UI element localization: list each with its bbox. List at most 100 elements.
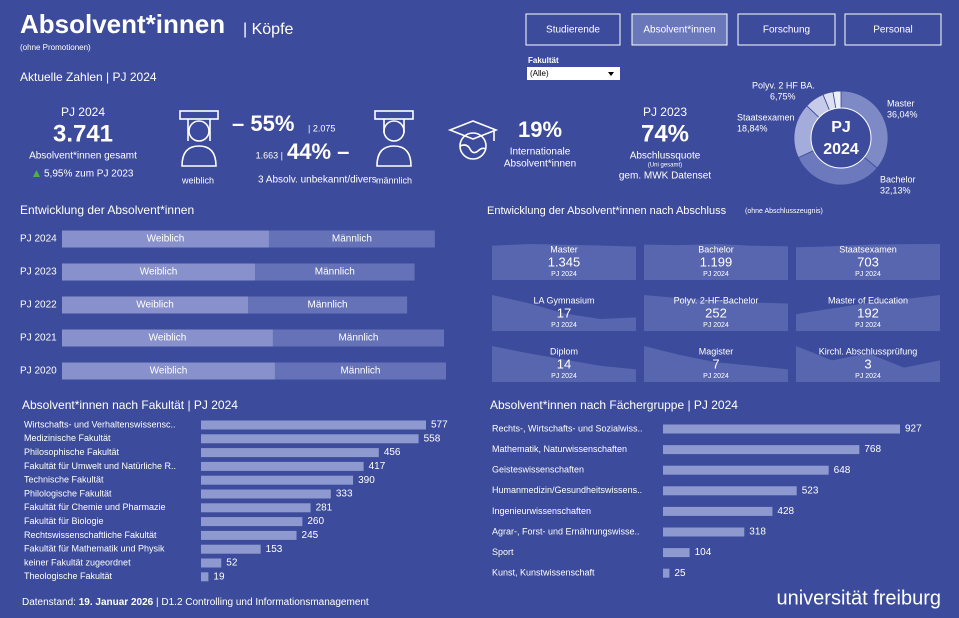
footer-source: | D1.2 Controlling und Informationsmanag… xyxy=(156,597,369,608)
value-label: 245 xyxy=(302,530,319,541)
nav-label[interactable]: Studierende xyxy=(546,25,600,36)
value-label: 104 xyxy=(695,547,712,558)
segment-label: Männlich xyxy=(338,333,378,344)
intl-label: Internationale xyxy=(510,147,571,158)
gender-share: 44% – xyxy=(287,139,349,164)
category-label: Rechtswissenschaftliche Fakultät xyxy=(24,530,157,540)
category-label: Agrar-, Forst- und Ernährungswisse.. xyxy=(492,526,640,536)
pie-center: 2024 xyxy=(823,141,859,158)
category-label: PJ 2021 xyxy=(20,333,57,344)
nav-label[interactable]: Forschung xyxy=(763,25,810,36)
panel-name: Master of Education xyxy=(828,295,908,305)
pie-value: 32,13% xyxy=(880,185,911,195)
nav-label[interactable]: Personal xyxy=(873,25,912,36)
panel-value: 1.345 xyxy=(548,254,581,269)
value-label: 768 xyxy=(864,444,881,455)
pie-label: Bachelor xyxy=(880,174,916,184)
title: Absolvent*innen xyxy=(20,9,225,39)
panel-period: PJ 2024 xyxy=(855,373,881,380)
bar-segment xyxy=(268,230,435,248)
bar xyxy=(663,486,797,496)
value-label: 456 xyxy=(384,447,401,458)
value-label: 428 xyxy=(777,506,794,517)
panel-value: 252 xyxy=(705,305,727,320)
quote-note: (Uni gesamt) xyxy=(648,163,682,169)
value-label: 318 xyxy=(749,527,766,538)
chart-title: Entwicklung der Absolvent*innen nach Abs… xyxy=(487,205,727,217)
value-label: 333 xyxy=(336,489,353,500)
panel-name: Diplom xyxy=(550,346,578,356)
nav-button[interactable] xyxy=(631,13,728,46)
intl-label: Absolvent*innen xyxy=(504,159,576,170)
bar xyxy=(663,445,860,455)
bar xyxy=(663,527,745,537)
bar xyxy=(201,517,303,527)
bar xyxy=(201,475,354,485)
value-label: 52 xyxy=(226,558,238,569)
bar-segment xyxy=(274,362,446,380)
category-label: Technische Fakultät xyxy=(24,475,104,485)
kpi-change: 5,95% zum PJ 2023 xyxy=(44,169,134,180)
panel-period: PJ 2024 xyxy=(551,373,577,380)
kpi-label: Absolvent*innen gesamt xyxy=(29,151,137,162)
footer-label: Datenstand: xyxy=(22,597,76,608)
value-label: 153 xyxy=(266,544,283,555)
panel-value: 703 xyxy=(857,254,879,269)
segment-label: Weiblich xyxy=(140,267,178,278)
trend-area xyxy=(644,295,788,331)
bar xyxy=(201,558,222,568)
nav-button[interactable] xyxy=(525,13,621,46)
pie-label: Master xyxy=(887,98,915,108)
panel-period: PJ 2024 xyxy=(703,373,729,380)
panel-value: 7 xyxy=(712,356,719,371)
chart-title: Absolvent*innen nach Fakultät | PJ 2024 xyxy=(22,398,238,412)
nav-button[interactable] xyxy=(737,13,836,46)
bar xyxy=(663,568,670,578)
trend-area xyxy=(796,346,940,382)
bar-segment xyxy=(254,263,415,281)
intl-value: 19% xyxy=(518,117,562,142)
bar xyxy=(201,544,261,554)
value-label: 281 xyxy=(316,502,333,513)
pie-value: 18,84% xyxy=(737,123,768,133)
category-label: PJ 2020 xyxy=(20,366,57,377)
panel-name: Kirchl. Abschlussprüfung xyxy=(819,346,918,356)
bar-segment xyxy=(62,362,275,380)
trend-area xyxy=(796,295,940,331)
pie-value: 6,75% xyxy=(770,91,796,101)
dropdown[interactable] xyxy=(527,67,620,80)
panel-value: 14 xyxy=(557,356,571,371)
international-icon xyxy=(447,120,499,160)
category-label: Medizinische Fakultät xyxy=(24,433,111,443)
panel-name: Master xyxy=(550,244,578,254)
panel-name: LA Gymnasium xyxy=(533,295,594,305)
category-label: PJ 2023 xyxy=(20,267,57,278)
nav-button[interactable] xyxy=(844,13,942,46)
category-label: Fakultät für Biologie xyxy=(24,516,104,526)
panel-name: Staatsexamen xyxy=(839,244,897,254)
segment-label: Weiblich xyxy=(147,234,185,245)
segment-label: Weiblich xyxy=(149,333,187,344)
chart-title: Entwicklung der Absolvent*innen xyxy=(20,203,194,217)
bar xyxy=(201,503,311,513)
category-label: Philosophische Fakultät xyxy=(24,447,120,457)
panel-name: Polyv. 2-HF-Bachelor xyxy=(674,295,759,305)
trend-area xyxy=(644,346,788,382)
value-label: 577 xyxy=(431,420,448,431)
bar xyxy=(201,572,209,582)
segment-label: Männlich xyxy=(308,300,348,311)
value-label: 927 xyxy=(905,424,922,435)
nav-label[interactable]: Absolvent*innen xyxy=(643,25,715,36)
filter-value: (Alle) xyxy=(530,69,549,78)
bar xyxy=(201,461,364,471)
category-label: Sport xyxy=(492,547,514,557)
footer-date: 19. Januar 2026 xyxy=(79,597,154,608)
bar xyxy=(201,448,379,458)
title-note: (ohne Promotionen) xyxy=(20,43,91,52)
kpi-value: 3.741 xyxy=(53,120,113,147)
bar xyxy=(201,420,426,430)
segment-label: Weiblich xyxy=(136,300,174,311)
trend-area xyxy=(492,346,636,382)
